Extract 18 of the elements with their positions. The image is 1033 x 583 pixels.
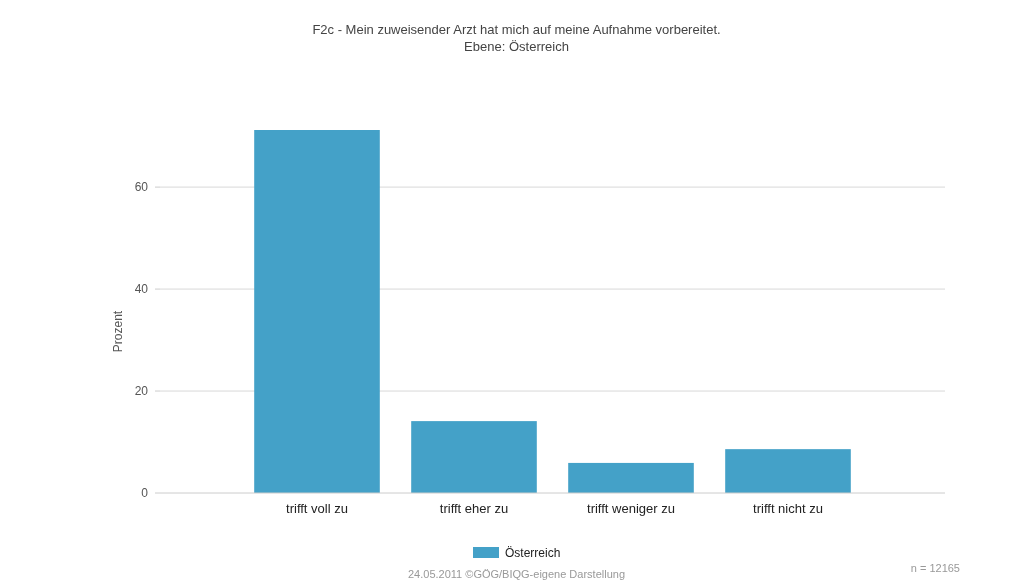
y-tick-label: 0 [141,486,149,500]
y-tick-label: 60 [134,180,149,195]
chart-title: F2c - Mein zuweisender Arzt hat mich auf meine Aufnahme vorbereitet. [312,22,721,37]
bar [725,449,851,493]
x-tick-label: trifft nicht zu [753,501,823,516]
bar [254,130,380,493]
bar [411,421,537,493]
chart-subtitle: Ebene: Österreich [464,39,569,54]
y-tick-label: 20 [134,384,149,399]
text: n = 12165 [910,562,960,574]
legend-label: Österreich [505,546,561,560]
x-tick-label: trifft weniger zu [587,501,675,516]
x-tick-label: trifft eher zu [439,501,509,516]
text: 24.05.2011 ©GÖG/BIQG-eigene Darstellung [407,568,626,580]
bar [568,462,694,493]
y-tick-label: 40 [134,282,149,297]
y-axis-title: Prozent [111,310,125,353]
x-tick-label: trifft voll zu [286,501,348,516]
